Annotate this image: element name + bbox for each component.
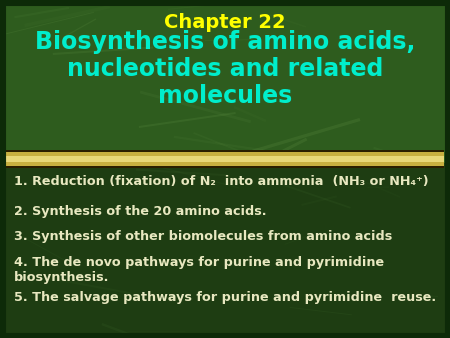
Bar (6, 156, 444, 162)
Text: 4. The de novo pathways for purine and pyrimidine
biosynthesis.: 4. The de novo pathways for purine and p… (14, 256, 384, 284)
Bar (4, 4, 446, 163)
Bar (6, 152, 444, 166)
Bar (4, 163, 446, 334)
Bar (6, 150, 444, 168)
Text: Biosynthesis of amino acids,
nucleotides and related
molecules: Biosynthesis of amino acids, nucleotides… (35, 30, 415, 108)
Text: 2. Synthesis of the 20 amino acids.: 2. Synthesis of the 20 amino acids. (14, 205, 266, 218)
Text: Chapter 22: Chapter 22 (164, 13, 286, 32)
Text: 5. The salvage pathways for purine and pyrimidine  reuse.: 5. The salvage pathways for purine and p… (14, 291, 436, 304)
Text: 3. Synthesis of other biomolecules from amino acids: 3. Synthesis of other biomolecules from … (14, 230, 392, 243)
Text: 1. Reduction (fixation) of N₂  into ammonia  (NH₃ or NH₄⁺): 1. Reduction (fixation) of N₂ into ammon… (14, 175, 428, 188)
